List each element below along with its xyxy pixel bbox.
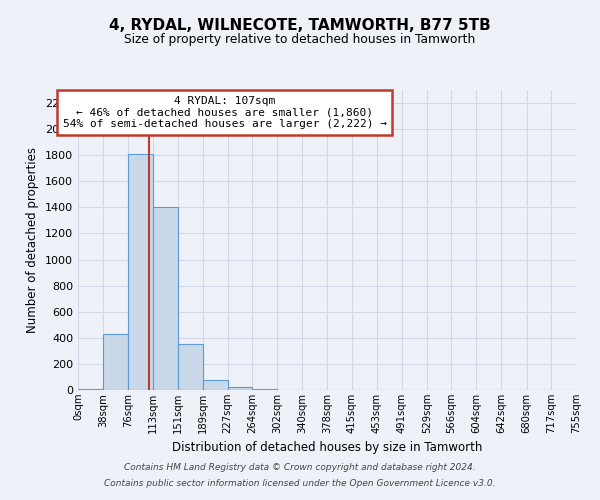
- Text: Contains public sector information licensed under the Open Government Licence v3: Contains public sector information licen…: [104, 478, 496, 488]
- Bar: [78, 388, 103, 390]
- Text: 4, RYDAL, WILNECOTE, TAMWORTH, B77 5TB: 4, RYDAL, WILNECOTE, TAMWORTH, B77 5TB: [109, 18, 491, 32]
- X-axis label: Distribution of detached houses by size in Tamworth: Distribution of detached houses by size …: [172, 442, 482, 454]
- Text: 4 RYDAL: 107sqm
← 46% of detached houses are smaller (1,860)
54% of semi-detache: 4 RYDAL: 107sqm ← 46% of detached houses…: [63, 96, 387, 129]
- Bar: [178, 344, 203, 390]
- Y-axis label: Number of detached properties: Number of detached properties: [26, 147, 40, 333]
- Bar: [103, 334, 128, 390]
- Bar: [152, 208, 178, 390]
- Text: Size of property relative to detached houses in Tamworth: Size of property relative to detached ho…: [124, 32, 476, 46]
- Bar: [128, 154, 152, 390]
- Text: Contains HM Land Registry data © Crown copyright and database right 2024.: Contains HM Land Registry data © Crown c…: [124, 464, 476, 472]
- Bar: [228, 388, 252, 390]
- Bar: [203, 380, 228, 390]
